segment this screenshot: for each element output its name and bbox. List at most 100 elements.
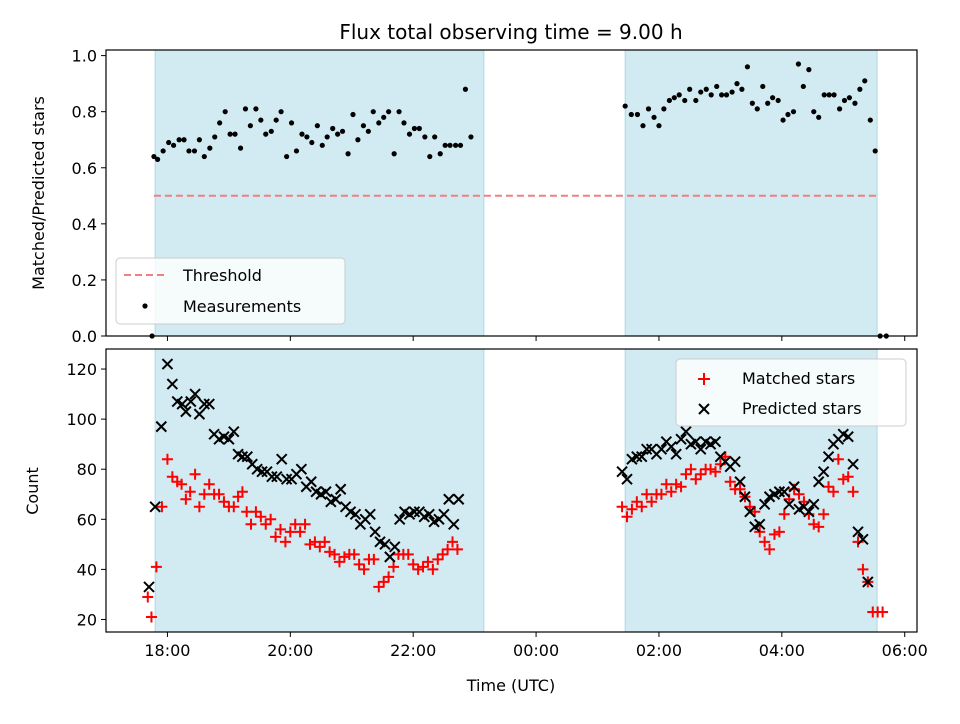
matched-stars-point — [299, 518, 311, 530]
matched-stars-point — [378, 576, 390, 588]
matched-stars-point — [314, 541, 326, 553]
measurement-point — [622, 103, 628, 109]
count-xtick-label: 18:00 — [144, 641, 190, 660]
matched-stars-point — [358, 563, 370, 575]
matched-stars-point — [616, 501, 628, 513]
predicted-stars-point — [631, 450, 643, 463]
matched-stars-point — [338, 551, 350, 563]
measurement-point — [314, 123, 320, 129]
matched-stars-point — [279, 536, 291, 548]
predicted-stars-point — [803, 506, 815, 518]
measurement-point — [790, 109, 797, 115]
matched-stars-point — [680, 468, 692, 480]
matched-stars-point — [837, 473, 849, 485]
measurement-point — [795, 61, 802, 67]
measurement-point — [324, 134, 330, 140]
measurement-point — [831, 92, 837, 98]
predicted-stars-point — [452, 493, 465, 505]
predicted-stars-point — [155, 420, 168, 433]
predicted-stars-point — [680, 425, 692, 438]
measurement-point — [258, 117, 264, 123]
predicted-stars-point — [822, 450, 835, 463]
predicted-stars-point — [256, 466, 268, 478]
matched-stars-point — [142, 591, 154, 603]
count-ytick-label: 60 — [77, 510, 97, 529]
predicted-stars-point — [176, 398, 188, 410]
predicted-stars-point — [857, 533, 869, 546]
count-xtick-label: 04:00 — [759, 641, 805, 660]
predicted-stars-point — [808, 498, 820, 510]
ratio-ytick-label: 0.6 — [72, 159, 97, 178]
matched-stars-point — [250, 506, 262, 518]
measurement-point — [181, 137, 187, 143]
measurement-point — [754, 106, 760, 112]
matched-stars-point — [353, 558, 365, 570]
predicted-legend-label: Predicted stars — [742, 399, 862, 418]
measurement-point — [852, 100, 858, 106]
measurement-point — [723, 92, 730, 98]
measurement-point — [749, 100, 755, 106]
predicted-legend-swatch — [698, 403, 710, 415]
matched-stars-point — [847, 486, 859, 498]
predicted-stars-point — [389, 541, 401, 553]
matched-stars-point — [823, 481, 835, 493]
predicted-stars-point — [744, 506, 756, 518]
matched-stars-point — [348, 548, 360, 560]
measurement-point — [857, 86, 863, 92]
measurement-point — [628, 111, 634, 118]
matched-stars-point — [213, 488, 225, 500]
predicted-stars-point — [166, 378, 179, 390]
predicted-stars-point — [695, 443, 707, 455]
count-legend: Matched stars Predicted stars — [675, 358, 907, 427]
measurement-point — [217, 120, 223, 126]
measurements-legend-swatch — [142, 303, 148, 309]
measurement-point — [770, 95, 776, 101]
matched-stars-point — [451, 543, 463, 555]
measurement-point — [242, 106, 249, 112]
measurement-point — [698, 89, 704, 95]
measurement-point — [867, 117, 873, 123]
count-ytick-label: 40 — [77, 560, 97, 579]
measurement-point — [370, 109, 376, 115]
matched-stars-point — [621, 511, 633, 523]
matched-stars-point — [189, 468, 201, 480]
matched-stars-point — [180, 493, 192, 505]
matched-stars-point — [203, 478, 215, 490]
measurement-point — [457, 142, 464, 148]
predicted-stars-point — [739, 491, 751, 503]
predicted-stars-point — [408, 506, 421, 518]
predicted-stars-point — [266, 471, 278, 483]
measurement-point — [309, 139, 315, 146]
predicted-stars-point — [842, 430, 854, 443]
measurement-point — [836, 106, 843, 112]
count-observing-window-1 — [154, 348, 485, 633]
ratio-panel-frame — [105, 49, 918, 337]
predicted-stars-point — [847, 458, 859, 470]
matched-stars-point — [402, 548, 414, 560]
ratio-panel: 0.0 0.2 0.4 0.6 0.8 1.0 Flux total observing … — [29, 20, 918, 346]
count-ytick-label: 80 — [77, 460, 97, 479]
predicted-stars-point — [709, 435, 722, 448]
matched-stars-point — [626, 503, 638, 515]
count-x-axis-label: Time (UTC) — [466, 676, 555, 695]
matched-stars-point — [274, 523, 286, 535]
predicted-stars-point — [193, 408, 206, 420]
predicted-stars-point — [758, 498, 771, 510]
count-panel: 20 40 60 80 100 120 18:00 20:00 22:00 00:00 02:00… — [23, 348, 928, 695]
matched-stars-point — [161, 453, 173, 465]
measurement-point — [401, 120, 407, 126]
predicted-stars-point — [330, 493, 342, 505]
measurement-point — [676, 92, 682, 98]
predicted-stars-point — [189, 388, 201, 400]
measurement-point — [201, 153, 207, 160]
measurement-point — [160, 148, 166, 154]
measurement-point — [155, 156, 161, 162]
predicted-stars-point — [636, 450, 648, 463]
matched-stars-point — [631, 496, 643, 508]
measurement-point — [846, 95, 853, 101]
measurement-point — [714, 83, 720, 90]
matched-stars-point — [670, 478, 682, 490]
measurement-point — [872, 148, 878, 154]
measurement-point — [191, 148, 198, 154]
measurement-point — [304, 134, 310, 140]
